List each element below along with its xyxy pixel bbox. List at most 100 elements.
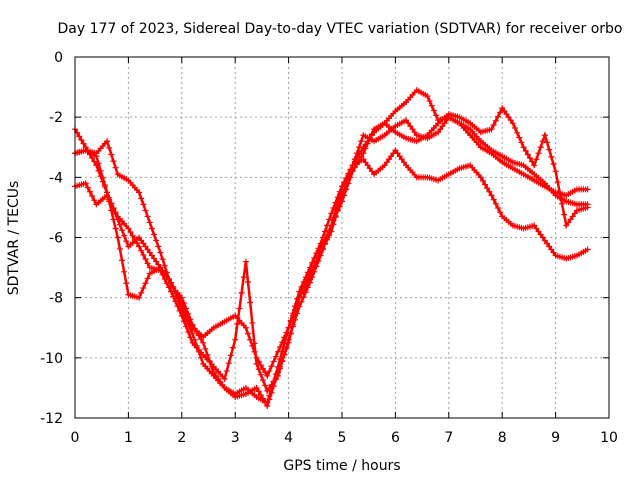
- data-point-marker: [409, 126, 416, 133]
- data-point-marker: [270, 383, 277, 390]
- data-point-marker: [142, 243, 149, 250]
- data-point-marker: [123, 238, 130, 245]
- data-point-marker: [225, 360, 232, 367]
- data-point-marker: [78, 137, 85, 144]
- y-tick-label: -2: [49, 110, 63, 126]
- data-point-marker: [136, 234, 143, 241]
- data-point-marker: [123, 280, 130, 287]
- data-point-marker: [368, 168, 375, 175]
- data-point-marker: [242, 324, 249, 331]
- data-point-marker: [494, 205, 501, 212]
- data-point-marker: [97, 167, 104, 174]
- data-point-marker: [274, 369, 281, 376]
- x-tick-label: 4: [284, 430, 293, 446]
- data-point-marker: [259, 365, 266, 372]
- data-point-marker: [505, 114, 512, 121]
- data-point-marker: [339, 198, 345, 205]
- data-point-marker: [341, 192, 348, 199]
- data-point-marker: [106, 196, 113, 203]
- data-point-marker: [526, 155, 533, 162]
- data-point-marker: [247, 336, 254, 343]
- data-point-marker: [300, 287, 307, 294]
- data-point-marker: [187, 316, 194, 323]
- data-point-marker: [136, 243, 143, 250]
- data-point-marker: [544, 139, 551, 146]
- data-point-marker: [110, 216, 117, 223]
- data-point-marker: [110, 205, 117, 212]
- data-point-marker: [358, 138, 365, 145]
- data-point-marker: [428, 102, 435, 109]
- data-point-marker: [486, 188, 493, 195]
- data-point-marker: [151, 255, 158, 262]
- data-point-marker: [522, 147, 529, 154]
- y-tick-label: -8: [49, 291, 63, 307]
- data-point-marker: [541, 132, 548, 139]
- data-point-marker: [138, 247, 145, 254]
- x-tick-label: 6: [391, 430, 400, 446]
- data-point-marker: [494, 113, 501, 120]
- data-point-marker: [302, 283, 309, 290]
- data-point-marker: [432, 112, 439, 119]
- data-point-marker: [563, 222, 570, 229]
- data-point-marker: [259, 395, 266, 402]
- data-point-marker: [245, 330, 252, 337]
- data-point-marker: [198, 354, 205, 361]
- data-point-marker: [140, 240, 147, 247]
- data-point-marker: [234, 321, 241, 328]
- data-point-marker: [112, 209, 119, 216]
- data-point-marker: [200, 339, 207, 346]
- series-trace-4: [72, 105, 591, 410]
- data-point-marker: [584, 204, 591, 211]
- data-point-marker: [266, 368, 273, 375]
- data-point-marker: [170, 293, 177, 300]
- data-point-marker: [266, 384, 273, 391]
- data-point-marker: [129, 232, 136, 239]
- data-point-marker: [347, 174, 354, 181]
- data-point-marker: [315, 252, 322, 259]
- y-tick-label: -10: [40, 351, 63, 367]
- data-point-marker: [514, 129, 521, 136]
- data-point-marker: [262, 382, 269, 389]
- x-tick-label: 8: [498, 430, 507, 446]
- data-point-marker: [227, 352, 234, 359]
- data-point-marker: [304, 269, 311, 276]
- data-point-marker: [520, 144, 527, 151]
- data-point-marker: [351, 164, 358, 171]
- data-point-marker: [159, 256, 166, 263]
- data-point-marker: [492, 200, 499, 207]
- data-point-marker: [321, 236, 328, 243]
- data-point-marker: [172, 298, 179, 305]
- data-point-marker: [121, 232, 128, 239]
- data-point-marker: [364, 140, 371, 147]
- data-point-marker: [257, 392, 264, 399]
- x-tick-label: 2: [177, 430, 186, 446]
- data-point-marker: [584, 246, 591, 253]
- data-point-marker: [144, 213, 151, 220]
- data-point-marker: [349, 168, 356, 175]
- data-point-marker: [161, 262, 168, 269]
- data-point-marker: [108, 151, 115, 158]
- data-point-marker: [131, 236, 138, 243]
- data-point-marker: [546, 243, 553, 250]
- data-point-marker: [488, 126, 495, 133]
- data-point-marker: [180, 300, 187, 307]
- grid-lines: [75, 57, 609, 418]
- data-point-marker: [274, 348, 281, 355]
- data-point-marker: [294, 303, 301, 310]
- data-point-marker: [550, 161, 557, 168]
- data-point-marker: [311, 254, 318, 261]
- data-point-marker: [392, 147, 399, 154]
- data-point-marker: [144, 260, 151, 267]
- data-point-marker: [292, 312, 299, 319]
- data-point-marker: [539, 138, 546, 145]
- data-point-marker: [339, 183, 345, 190]
- data-point-marker: [110, 158, 117, 165]
- data-point-marker: [548, 246, 555, 253]
- data-point-marker: [257, 371, 264, 378]
- data-point-marker: [189, 330, 196, 337]
- data-point-marker: [95, 160, 102, 167]
- data-point-marker: [247, 299, 254, 306]
- data-point-marker: [215, 375, 222, 382]
- data-point-marker: [86, 188, 93, 195]
